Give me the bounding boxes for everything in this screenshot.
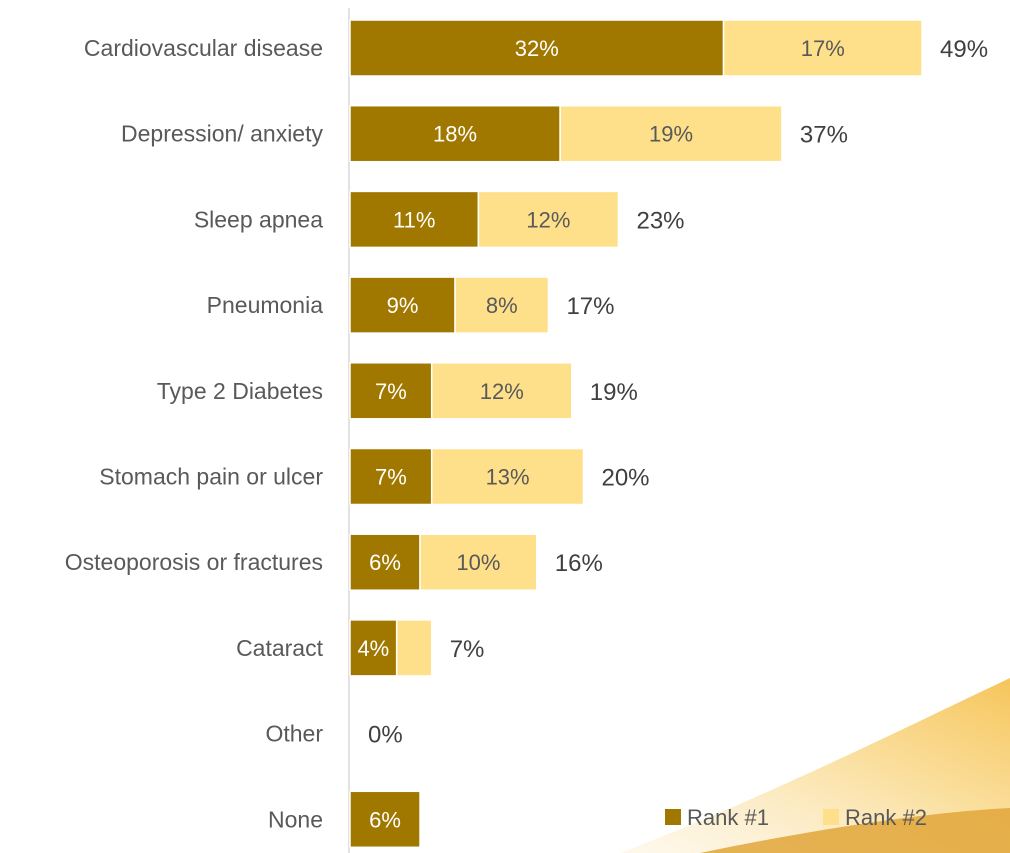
bar-data-label: 19% bbox=[649, 122, 693, 147]
bar-data-label: 10% bbox=[456, 550, 500, 575]
total-label: 19% bbox=[590, 379, 638, 406]
bar-rank-2 bbox=[430, 362, 573, 420]
bar-data-label: 7% bbox=[375, 379, 407, 404]
bar-rank-1 bbox=[349, 104, 561, 163]
bar-rank-2 bbox=[722, 19, 923, 77]
bar-rank-1 bbox=[349, 790, 421, 849]
legend-swatch-rank-1 bbox=[665, 809, 681, 825]
legend-label-rank-1: Rank #1 bbox=[687, 805, 769, 830]
bar-data-label: 7% bbox=[375, 465, 407, 490]
bar-data-label: 9% bbox=[387, 293, 419, 318]
bar-data-label: 13% bbox=[486, 465, 530, 490]
category-label: None bbox=[268, 806, 323, 832]
bar-data-label: 32% bbox=[515, 36, 559, 61]
bar-rank-1 bbox=[349, 276, 456, 334]
bar-rank-2 bbox=[419, 533, 538, 591]
bar-data-label: 6% bbox=[369, 807, 401, 832]
chart-marks: Cardiovascular disease 32% 17% 49% Depressio… bbox=[65, 19, 988, 849]
total-label: 20% bbox=[601, 465, 649, 492]
category-label: Cataract bbox=[236, 635, 324, 661]
bar-data-label: 4% bbox=[357, 636, 389, 661]
total-label: 16% bbox=[555, 550, 603, 577]
bar-rank-1 bbox=[349, 619, 398, 677]
category-label: Type 2 Diabetes bbox=[157, 378, 323, 404]
bar-data-label: 6% bbox=[369, 550, 401, 575]
category-label: Cardiovascular disease bbox=[84, 35, 323, 61]
total-label: 7% bbox=[450, 636, 485, 663]
bar-rank-2 bbox=[430, 447, 585, 506]
bar-data-label: 11% bbox=[393, 207, 435, 232]
bar-rank-2 bbox=[395, 619, 433, 677]
category-label: Pneumonia bbox=[207, 292, 324, 318]
total-label: 37% bbox=[800, 122, 848, 149]
legend-label-rank-2: Rank #2 bbox=[845, 805, 927, 830]
total-label: 0% bbox=[368, 722, 403, 749]
category-label: Stomach pain or ulcer bbox=[99, 464, 323, 490]
bar-rank-2 bbox=[454, 276, 550, 334]
bar-data-label: 8% bbox=[486, 293, 518, 318]
bar-rank-2 bbox=[477, 190, 620, 249]
decorative-swoosh-band bbox=[700, 808, 1010, 853]
total-label: 17% bbox=[566, 293, 614, 320]
category-label: Depression/ anxiety bbox=[121, 121, 323, 147]
bar-rank-2 bbox=[559, 104, 783, 163]
bar-rank-1 bbox=[349, 190, 480, 249]
total-label: 49% bbox=[940, 36, 988, 63]
legend-swatch-rank-2 bbox=[823, 809, 839, 825]
total-label: 23% bbox=[636, 207, 684, 234]
category-label: Other bbox=[265, 721, 323, 747]
bar-rank-1 bbox=[349, 19, 725, 77]
decorative-swoosh bbox=[620, 678, 1010, 853]
category-label: Osteoporosis or fractures bbox=[65, 549, 323, 575]
bar-data-label: 17% bbox=[801, 36, 845, 61]
bar-data-label: 12% bbox=[526, 207, 570, 232]
category-label: Sleep apnea bbox=[194, 206, 323, 232]
bar-data-label: 12% bbox=[480, 379, 524, 404]
legend: Rank #1 Rank #2 bbox=[665, 805, 927, 830]
bar-data-label: 18% bbox=[433, 122, 477, 147]
